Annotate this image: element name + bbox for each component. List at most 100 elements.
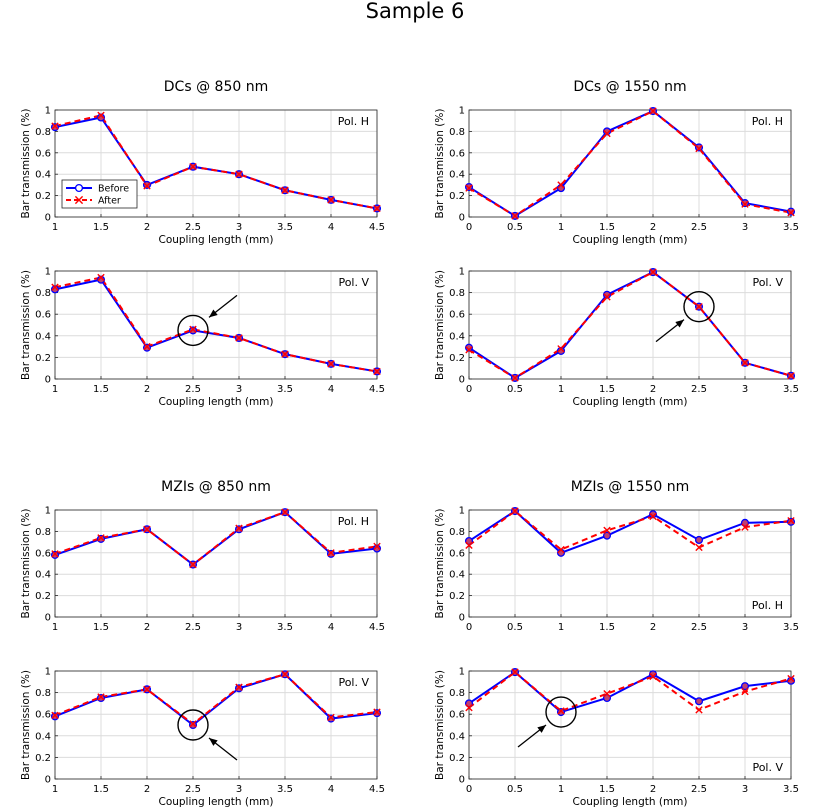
charts: 1 1.5 2 2.5 3 3.5 4 4.5 0 0.2 0.4 0.6 0.8 1 DCs @ 850 … — [20, 79, 799, 808]
data-point-before — [142, 180, 152, 189]
data-point-after — [281, 186, 289, 194]
chart-title: MZIs @ 850 nm — [161, 479, 271, 495]
highlight-circle — [177, 314, 209, 347]
data-point-before — [234, 684, 244, 693]
data-point-before — [602, 290, 612, 299]
x-axis-label: Coupling length (mm) — [572, 796, 687, 808]
x-tick-label: 2.5 — [691, 784, 707, 795]
y-tick-label: 0.6 — [449, 710, 465, 721]
x-tick-label: 0.5 — [507, 622, 523, 633]
x-tick-label: 3 — [236, 384, 242, 395]
x-tick-label: 1.5 — [599, 622, 615, 633]
series-line-before — [468, 509, 792, 554]
data-point-after — [235, 683, 243, 691]
figure-title: Sample 6 — [366, 0, 465, 23]
data-point-after — [557, 545, 565, 554]
axes-frame — [54, 109, 378, 218]
x-tick-label: 2.5 — [185, 222, 201, 233]
x-tick-label: 3 — [236, 222, 242, 233]
y-tick-label: 0 — [45, 613, 51, 624]
x-tick-label: 1 — [558, 784, 564, 795]
x-tick-label: 3.5 — [783, 222, 799, 233]
y-tick-label: 0.2 — [449, 191, 465, 202]
data-point-after — [235, 524, 243, 532]
data-point-after — [695, 302, 703, 311]
data-point-after — [787, 674, 795, 683]
x-tick-label: 3 — [236, 784, 242, 795]
series-line-after — [54, 114, 378, 210]
x-tick-label: 1 — [558, 222, 564, 233]
data-point-after — [97, 693, 105, 701]
x-tick-label: 1.5 — [93, 222, 109, 233]
data-point-after — [649, 268, 657, 276]
data-point-after — [603, 526, 611, 535]
data-point-before — [648, 510, 658, 519]
y-tick-label: 0.4 — [449, 570, 465, 581]
y-tick-label: 1 — [45, 667, 51, 678]
y-axis-label: Bar transmission (%) — [20, 270, 32, 380]
data-point-before — [740, 682, 750, 691]
chart-3: 1 1.5 2 2.5 3 3.5 4 4.5 0 0.2 0.4 0.6 0.8 1 Coupling l… — [20, 267, 385, 409]
x-tick-label: 2.5 — [185, 384, 201, 395]
x-tick-label: 3.5 — [783, 384, 799, 395]
data-point-after — [143, 525, 151, 533]
data-point-after — [695, 144, 703, 153]
y-tick-label: 0.8 — [35, 288, 51, 299]
data-point-before — [786, 207, 796, 216]
x-axis-label: Coupling length (mm) — [572, 234, 687, 246]
data-point-after — [741, 687, 749, 696]
y-tick-label: 0.4 — [449, 331, 465, 342]
data-point-after — [465, 346, 473, 354]
data-point-after — [189, 560, 197, 569]
y-tick-label: 1 — [45, 506, 51, 517]
data-point-before — [602, 127, 612, 136]
data-point-before — [372, 544, 382, 553]
y-axis-label: Bar transmission (%) — [434, 109, 446, 219]
data-point-before — [326, 714, 336, 723]
x-tick-label: 2 — [144, 222, 150, 233]
x-tick-label: 1 — [52, 784, 58, 795]
chart-2: 0 0.5 1 1.5 2 2.5 3 3.5 0 0.2 0.4 0.6 0.8 1 DCs @ 1550… — [434, 79, 799, 246]
data-point-before — [556, 707, 566, 717]
x-tick-label: 3.5 — [277, 384, 293, 395]
data-point-before — [188, 720, 198, 730]
x-tick-label: 1.5 — [599, 384, 615, 395]
x-axis-label: Coupling length (mm) — [158, 396, 273, 408]
chart-1: 1 1.5 2 2.5 3 3.5 4 4.5 0 0.2 0.4 0.6 0.8 1 DCs @ 850 … — [20, 79, 385, 246]
x-tick-label: 0 — [466, 622, 472, 633]
data-point-before — [694, 535, 704, 545]
polarization-label: Pol. H — [752, 115, 783, 128]
x-tick-label: 3.5 — [783, 784, 799, 795]
x-tick-label: 2.5 — [185, 622, 201, 633]
chart-4: 0 0.5 1 1.5 2 2.5 3 3.5 0 0.2 0.4 0.6 0.8 1 Coupling l… — [434, 267, 799, 409]
highlight-circle — [683, 290, 715, 323]
x-tick-label: 0.5 — [507, 784, 523, 795]
polarization-label: Pol. V — [338, 276, 369, 289]
y-tick-label: 0.4 — [35, 731, 51, 742]
x-tick-label: 0 — [466, 784, 472, 795]
y-axis-label: Bar transmission (%) — [434, 270, 446, 380]
y-tick-label: 0.8 — [35, 688, 51, 699]
data-point-after — [557, 181, 565, 189]
legend-marker-after — [74, 195, 84, 205]
x-tick-label: 4.5 — [369, 384, 385, 395]
data-point-after — [97, 273, 105, 282]
series-line-after — [54, 511, 378, 566]
y-tick-label: 0.6 — [449, 548, 465, 559]
data-point-after — [649, 672, 657, 681]
data-point-before — [96, 534, 106, 543]
x-tick-label: 2 — [650, 622, 656, 633]
x-tick-label: 4.5 — [369, 622, 385, 633]
data-point-before — [648, 670, 658, 679]
x-tick-label: 3 — [742, 622, 748, 633]
polarization-label: Pol. H — [338, 515, 369, 528]
y-tick-label: 0 — [45, 775, 51, 786]
y-tick-label: 0.6 — [449, 148, 465, 159]
y-tick-label: 0 — [45, 213, 51, 224]
x-tick-label: 3 — [742, 784, 748, 795]
data-point-after — [511, 507, 519, 515]
x-tick-label: 4 — [328, 384, 334, 395]
data-point-before — [740, 199, 750, 208]
axes-frame — [468, 270, 792, 380]
y-tick-label: 1 — [45, 267, 51, 278]
